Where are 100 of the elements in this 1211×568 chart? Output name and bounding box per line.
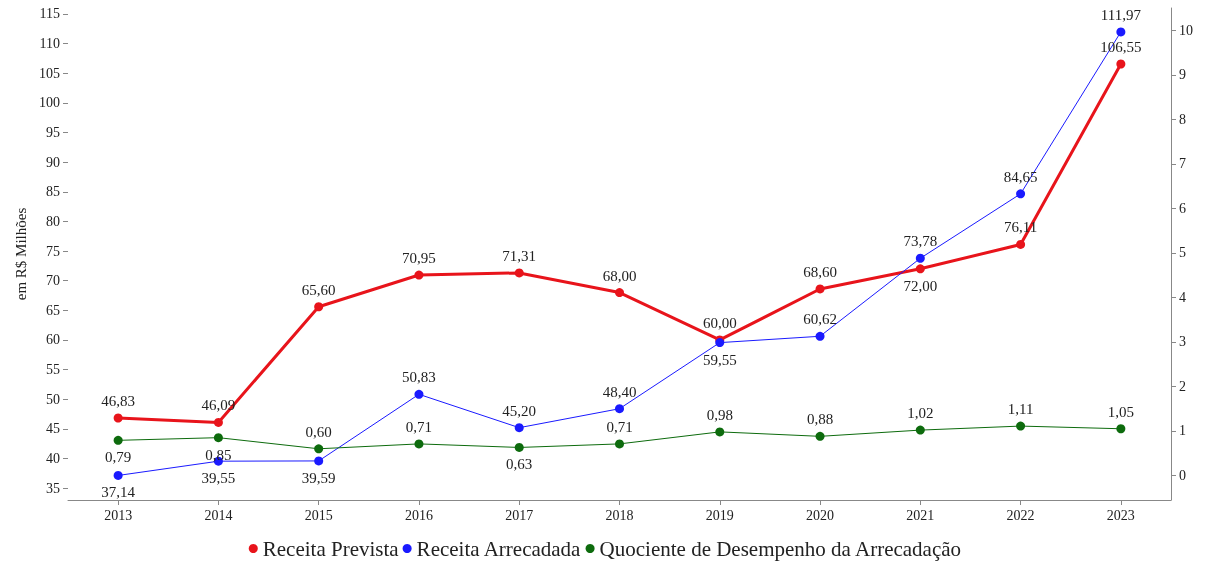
x-tick-label: 2016 [404,507,433,523]
data-label: 59,55 [702,351,737,368]
data-label: 68,00 [602,267,637,284]
data-label: 60,62 [803,311,837,328]
data-label: 73,78 [903,233,938,250]
y-tick-label: 95 [46,124,60,140]
data-label: 39,55 [201,470,236,487]
y2-tick-label: 9 [1179,67,1186,83]
x-tick-label: 2013 [104,507,133,523]
x-tick-label: 2018 [605,507,634,523]
y2-tick-label: 5 [1179,245,1186,261]
point [113,435,123,445]
y-tick-label: 70 [46,273,60,289]
y-tick-label: 45 [46,421,60,437]
point [915,253,925,263]
y-tick-label: 60 [46,332,60,348]
point [514,423,524,433]
point [815,284,825,294]
point [1016,421,1026,431]
y-tick-label: 85 [46,184,60,200]
y2-tick-label: 7 [1179,156,1186,172]
y2-tick-label: 0 [1179,468,1186,484]
x-tick-label: 2023 [1106,507,1135,523]
point [314,456,324,466]
point [1016,239,1026,249]
point [414,270,424,280]
data-label: 1,11 [1007,401,1034,418]
data-label: 0,79 [105,449,132,466]
y-tick-label: 40 [46,451,60,467]
legend-label: Quociente de Desempenho da Arrecadação [599,536,962,561]
data-label: 60,00 [702,314,737,331]
data-label: 0,98 [706,406,733,423]
data-label: 50,83 [402,369,436,386]
point [314,302,324,312]
data-label: 71,31 [502,247,537,264]
point [815,331,825,341]
y2-tick-label: 2 [1179,378,1186,394]
y2-tick-label: 10 [1179,22,1193,38]
point [1016,189,1026,199]
point [815,431,825,441]
data-label: 0,63 [506,456,533,473]
data-label: 68,60 [803,263,837,280]
point [514,442,524,452]
point [1116,27,1126,37]
x-tick-label: 2015 [304,507,333,523]
data-label: 37,14 [101,484,136,501]
data-label: 0,60 [305,423,332,440]
point [213,433,223,443]
y-tick-label: 55 [46,362,60,378]
data-label: 46,83 [101,393,136,410]
point [213,417,223,427]
data-label: 72,00 [903,277,938,294]
point [414,389,424,399]
y2-tick-label: 4 [1179,289,1186,305]
data-label: 65,60 [301,281,336,298]
x-tick-label: 2014 [204,507,233,523]
point [1116,59,1126,69]
y-tick-label: 35 [46,480,60,496]
data-label: 39,59 [301,469,336,486]
data-label: 0,71 [405,418,433,435]
point [715,427,725,437]
legend-label: Receita Arrecadada [416,536,582,561]
data-label: 0,71 [606,418,633,435]
y-tick-label: 105 [39,65,60,81]
y2-tick-label: 1 [1179,423,1186,439]
data-label: 0,85 [205,446,232,463]
data-label: 45,20 [502,402,537,419]
point [414,439,424,449]
point [314,444,324,454]
y2-tick-label: 8 [1179,111,1186,127]
point [113,413,123,423]
data-label: 48,40 [602,383,637,400]
data-label: 1,02 [907,405,934,422]
point [915,425,925,435]
y-tick-label: 50 [46,391,60,407]
point [615,404,624,414]
data-label: 106,55 [1100,39,1142,56]
point [615,439,624,449]
y-tick-label: 115 [39,6,60,22]
y-tick-label: 110 [39,36,60,52]
x-tick-label: 2017 [505,507,534,523]
legend-label: Receita Prevista [262,536,400,561]
y2-tick-label: 3 [1179,334,1186,350]
data-label: 0,88 [806,411,834,428]
y-axis-title: em R$ Milhões [12,207,29,301]
y-tick-label: 75 [46,243,60,259]
point [1116,424,1126,434]
data-label: 70,95 [402,250,436,267]
y-tick-label: 100 [39,95,60,111]
y-tick-label: 90 [46,154,60,170]
y2-tick-label: 6 [1179,200,1186,216]
data-label: 111,97 [1100,6,1142,23]
y-tick-label: 80 [46,213,60,229]
point [915,264,925,274]
x-tick-label: 2020 [806,507,835,523]
point [615,288,624,298]
point [514,268,524,278]
data-label: 1,05 [1107,403,1134,420]
x-tick-label: 2022 [1006,507,1035,523]
x-tick-label: 2019 [705,507,734,523]
